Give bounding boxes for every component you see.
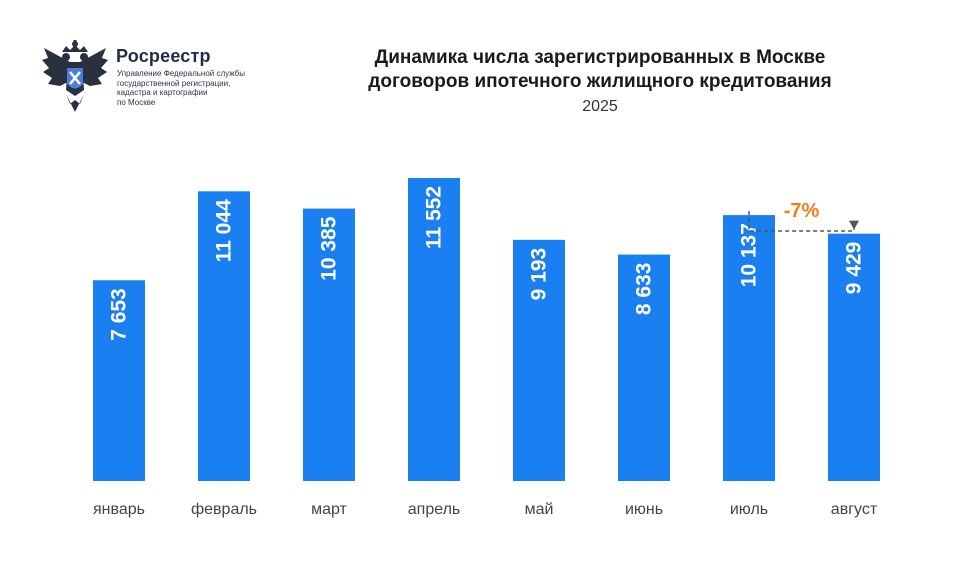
- chart-subtitle: 2025: [582, 98, 618, 115]
- bar-value-label: 9 429: [843, 242, 866, 295]
- bar-август: [828, 233, 880, 481]
- chart-title-line: договоров ипотечного жилищного кредитова…: [368, 71, 832, 92]
- x-tick-label: февраль: [191, 501, 257, 518]
- bar-июль: [723, 215, 775, 481]
- bar-value-label: 10 385: [318, 216, 341, 281]
- chart-title-line: Динамика числа зарегистрированных в Моск…: [374, 47, 826, 68]
- bar-январь: [93, 280, 145, 481]
- eagle-emblem-icon: [42, 40, 108, 112]
- x-tick-label: май: [525, 501, 554, 518]
- bar-март: [303, 208, 355, 482]
- logo-subtitle-line: по Москве: [117, 97, 156, 107]
- bar-value-label: 8 633: [633, 263, 656, 316]
- logo-name: Росреестр: [116, 46, 211, 66]
- rosreestr-logo: Росреестр Управление Федеральной службы …: [40, 38, 280, 118]
- bar-value-label: 10 137: [738, 223, 761, 287]
- bar-июнь: [618, 254, 670, 481]
- x-tick-label: март: [311, 501, 347, 518]
- bar-февраль: [198, 191, 250, 482]
- bar-value-label: 11 044: [213, 199, 236, 262]
- bar-value-label: 7 653: [108, 288, 131, 341]
- logo-subtitle: Управление Федеральной службы государств…: [117, 69, 292, 107]
- bar-апрель: [408, 177, 460, 481]
- logo-subtitle-line: государственной регистрации,: [117, 78, 231, 88]
- bar-value-label: 11 552: [423, 186, 446, 249]
- chart-title: Динамика числа зарегистрированных в Моск…: [330, 46, 870, 94]
- x-tick-label: апрель: [408, 501, 461, 518]
- arrow-head-icon: [849, 220, 859, 230]
- bar-value-label: 9 193: [528, 248, 551, 301]
- change-annotation: -7%: [784, 200, 820, 222]
- logo-subtitle-line: Управление Федеральной службы: [117, 69, 245, 78]
- bar-май: [513, 239, 565, 481]
- x-tick-label: июль: [730, 501, 768, 518]
- x-tick-label: январь: [93, 501, 145, 518]
- x-tick-label: июнь: [625, 501, 663, 518]
- logo-subtitle-line: кадастра и картографии: [117, 88, 208, 97]
- x-tick-label: август: [831, 501, 878, 518]
